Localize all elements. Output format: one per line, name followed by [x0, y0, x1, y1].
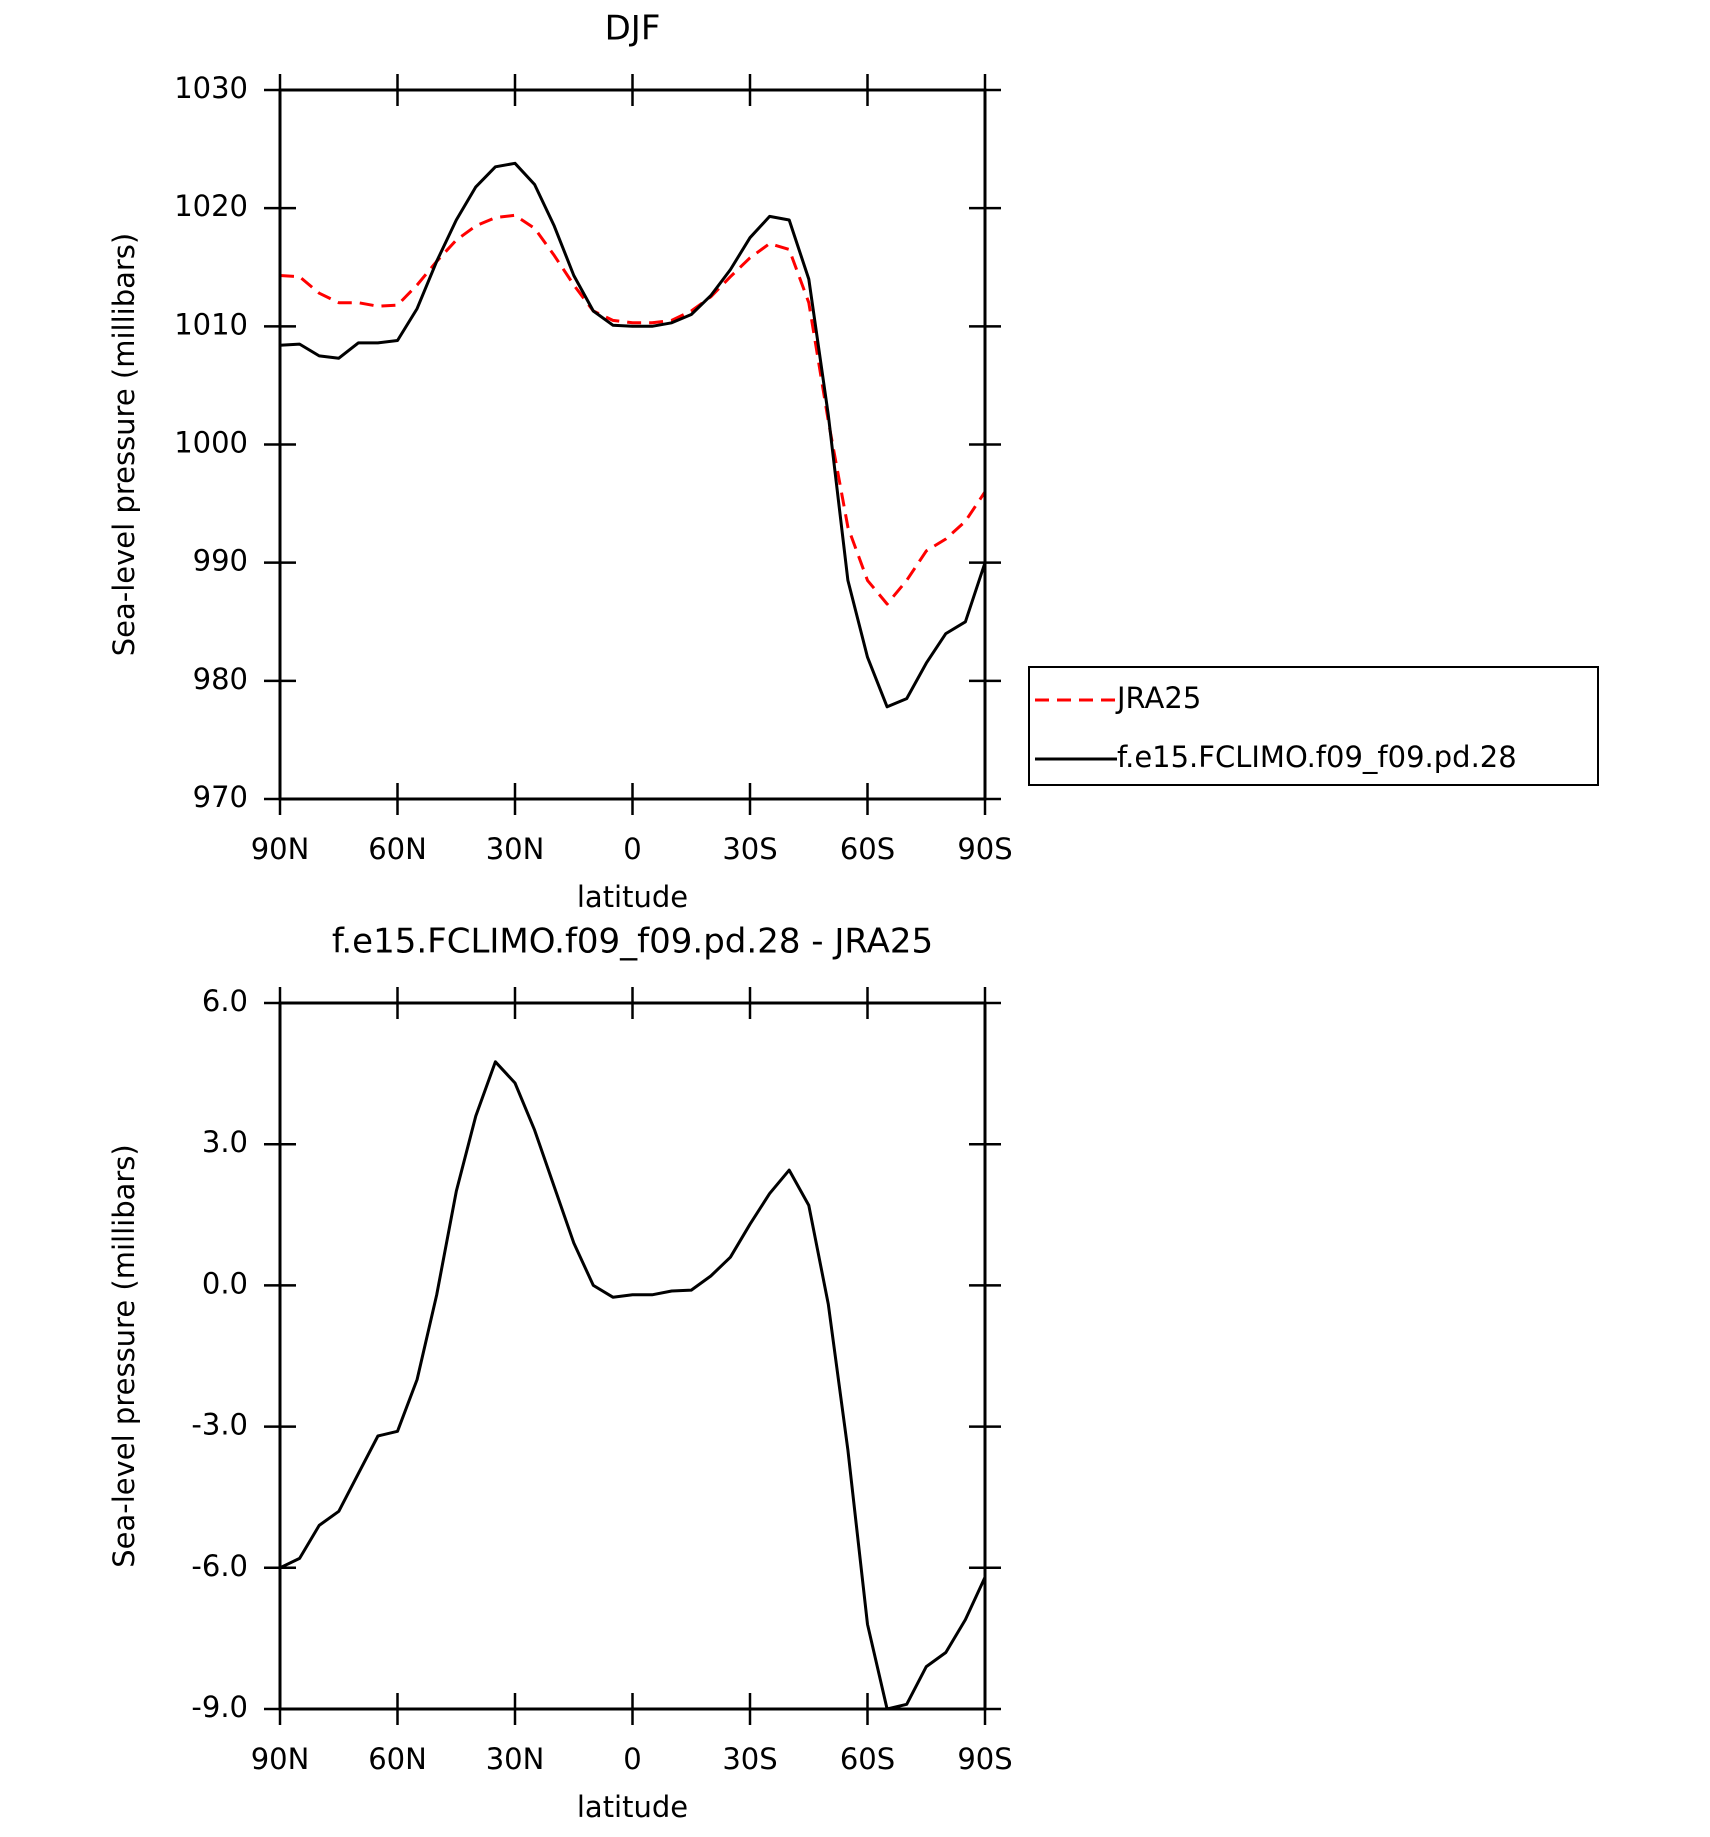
series-line	[279, 1060, 987, 1711]
y-tick-label: 990	[193, 544, 248, 578]
series-line	[279, 161, 987, 709]
y-tick-label: 6.0	[202, 984, 248, 1018]
y-tick-label: -9.0	[191, 1690, 248, 1724]
x-tick-label: 60N	[368, 832, 427, 866]
plot-frame	[278, 88, 987, 801]
x-tick-label: 30S	[722, 1742, 777, 1776]
x-tick-label: 60S	[840, 1742, 895, 1776]
chart-title: f.e15.FCLIMO.f09_f09.pd.28 - JRA25	[332, 922, 933, 962]
y-axis-label: Sea-level pressure (millibars)	[107, 233, 141, 656]
y-tick-label: 1010	[174, 307, 248, 341]
y-tick-label: -3.0	[191, 1408, 248, 1442]
y-tick-label: -6.0	[191, 1549, 248, 1583]
x-tick-label: 90N	[251, 832, 310, 866]
x-tick-label: 0	[623, 1742, 641, 1776]
y-tick-label: 1020	[174, 189, 248, 223]
x-tick-label: 90S	[957, 832, 1012, 866]
chart-title: DJF	[605, 9, 661, 49]
legend-label: JRA25	[1115, 681, 1201, 715]
x-tick-label: 60S	[840, 832, 895, 866]
y-tick-label: 1030	[174, 71, 248, 105]
legend-label: f.e15.FCLIMO.f09_f09.pd.28	[1117, 740, 1517, 774]
plot-frame	[278, 1001, 987, 1711]
x-tick-label: 0	[623, 832, 641, 866]
x-tick-label: 30N	[486, 832, 545, 866]
y-tick-label: 980	[193, 662, 248, 696]
y-axis-label: Sea-level pressure (millibars)	[107, 1144, 141, 1567]
x-tick-label: 30N	[486, 1742, 545, 1776]
y-tick-label: 1000	[174, 426, 248, 460]
x-tick-label: 90S	[957, 1742, 1012, 1776]
x-tick-label: 90N	[251, 1742, 310, 1776]
y-tick-label: 3.0	[202, 1125, 248, 1159]
x-tick-label: 60N	[368, 1742, 427, 1776]
y-tick-label: 0.0	[202, 1266, 248, 1300]
y-tick-label: 970	[193, 780, 248, 814]
x-axis-label: latitude	[577, 1790, 688, 1824]
x-tick-label: 30S	[722, 832, 777, 866]
x-axis-label: latitude	[577, 880, 688, 914]
series-line	[279, 213, 987, 606]
legend-box	[1028, 666, 1599, 786]
